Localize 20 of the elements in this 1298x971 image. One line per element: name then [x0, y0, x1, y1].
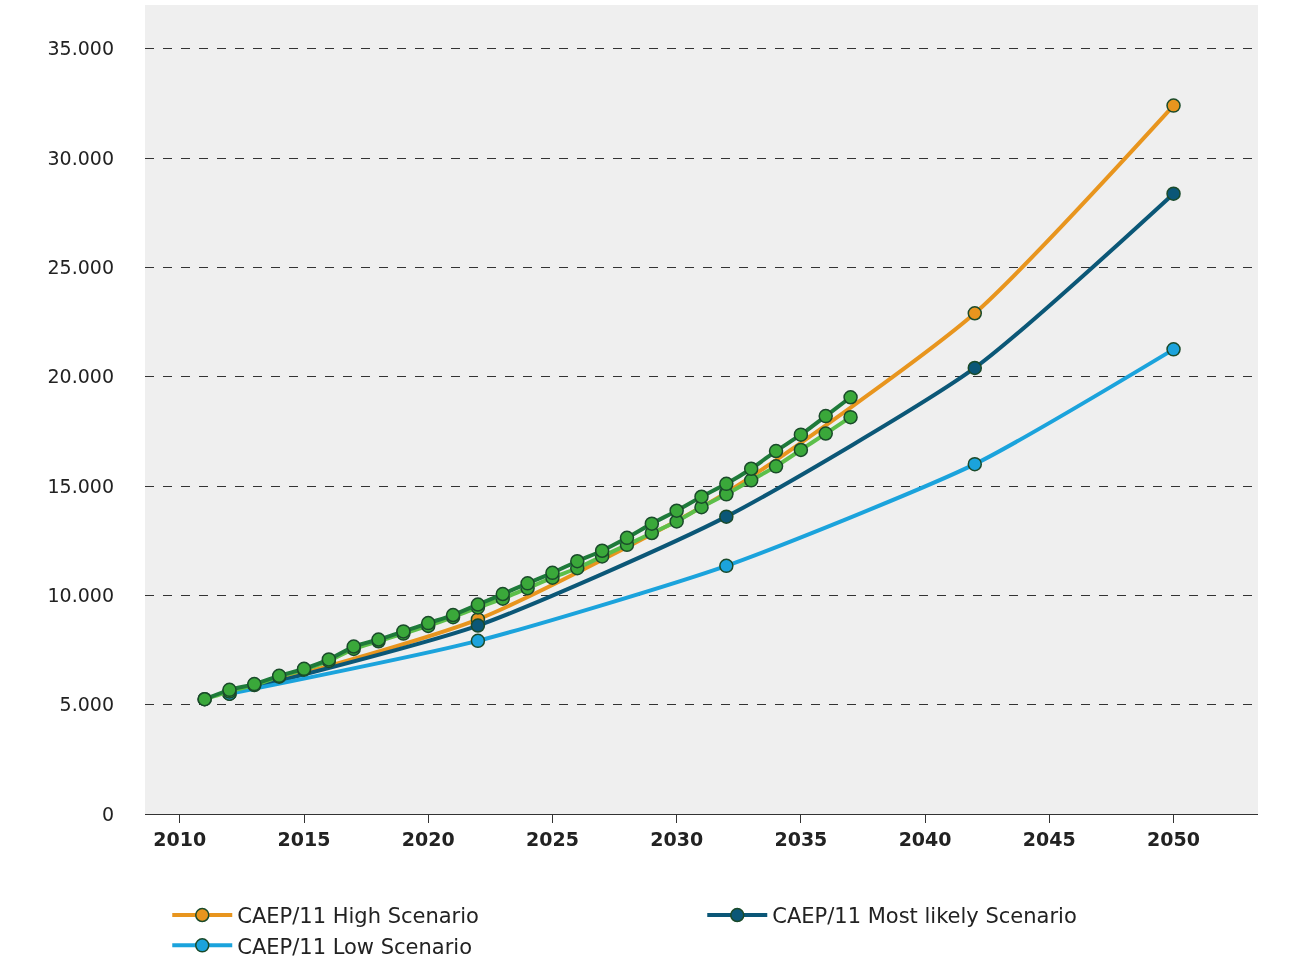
x-tick-label: 2025 [525, 827, 579, 850]
y-tick-label: 30.000 [47, 146, 114, 169]
legend-label: CAEP/11 High Scenario [237, 904, 479, 929]
x-tick-label: 2010 [153, 827, 207, 850]
x-tick-label: 2030 [650, 827, 704, 850]
y-tick-label: 10.000 [47, 584, 114, 606]
y-tick-label: 20.000 [47, 365, 114, 388]
x-tick-label: 2015 [277, 827, 331, 850]
x-tick-label: 2050 [1147, 827, 1200, 850]
legend-label: CAEP/11 Low Scenario [237, 934, 473, 959]
legend-label: CAEP/11 Most likely Scenario [772, 904, 1077, 929]
x-tick-label: 2020 [401, 827, 455, 850]
x-tick-label: 2040 [898, 827, 952, 850]
x-tick-label: 2035 [774, 827, 828, 850]
y-tick-label: 25.000 [47, 256, 114, 279]
y-tick-label: 15.000 [47, 474, 114, 497]
y-tick-label: 35.000 [47, 37, 114, 60]
y-tick-label: 0 [101, 802, 114, 825]
y-tick-label: 5.000 [59, 693, 114, 716]
x-tick-label: 2045 [1022, 827, 1076, 850]
